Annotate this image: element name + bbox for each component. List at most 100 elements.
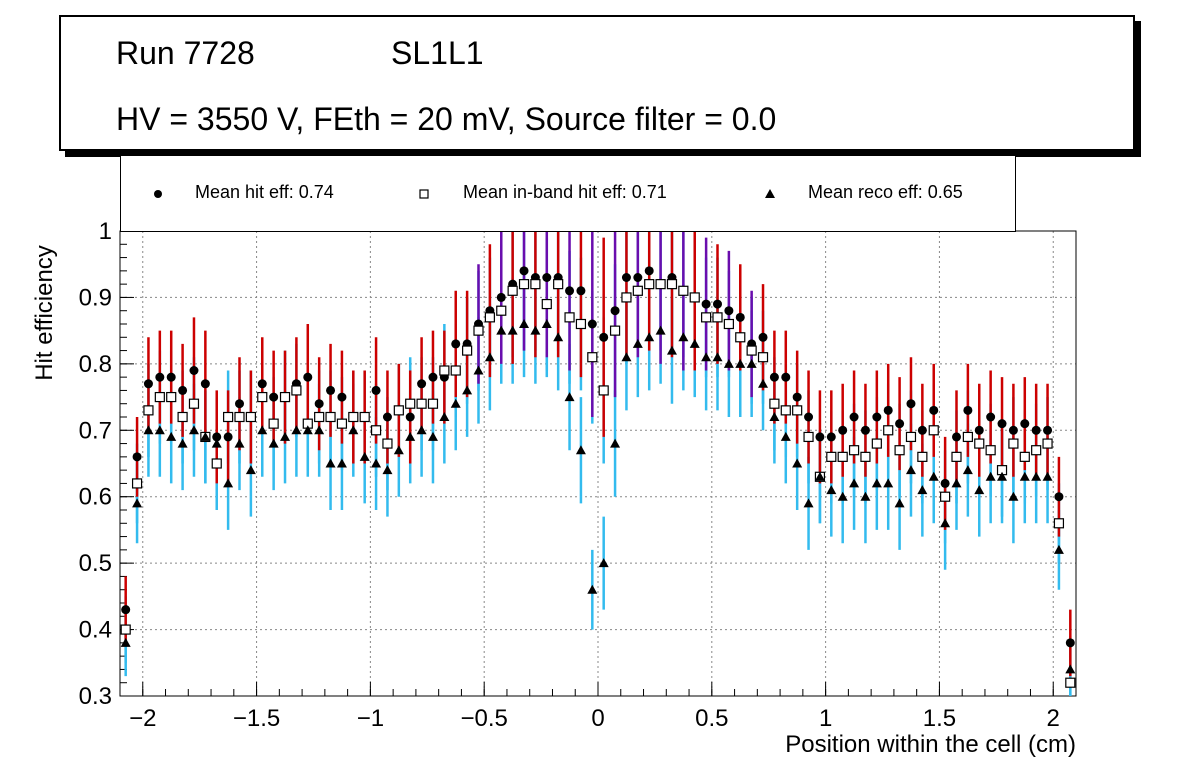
reco-eff-point (610, 438, 621, 448)
hit-eff-point (1031, 425, 1041, 435)
inband-eff-point (1019, 451, 1030, 462)
inband-eff-point (450, 365, 461, 376)
reco-eff-point (223, 478, 234, 488)
hit-eff-point (132, 452, 142, 462)
reco-eff-point (382, 465, 393, 475)
hit-eff-point (872, 412, 882, 422)
inband-eff-point (336, 418, 348, 429)
reco-eff-point (553, 332, 564, 342)
reco-eff-point (974, 485, 985, 495)
inband-eff-point (723, 318, 734, 330)
x-tick-label: −1 (357, 705, 384, 732)
hit-eff-point (826, 432, 836, 442)
y-tick-label: 1 (99, 218, 112, 245)
reco-eff-point (1008, 491, 1019, 501)
hit-eff-point (382, 412, 392, 422)
reco-eff-point (712, 352, 723, 362)
inband-eff-point (928, 425, 939, 436)
reco-eff-point (997, 471, 1008, 481)
y-tick-label: 0.9 (79, 284, 112, 311)
hit-eff-point (326, 385, 336, 395)
inband-eff-point (1008, 438, 1019, 449)
hit-eff-point (1020, 419, 1030, 429)
reco-eff-point (200, 431, 211, 441)
inband-eff-point (553, 279, 564, 290)
hit-eff-point (337, 392, 347, 402)
hit-eff-point (1054, 492, 1064, 502)
inband-eff-point (701, 312, 712, 323)
x-tick-label: 0.5 (695, 705, 728, 732)
reco-eff-point (268, 438, 279, 448)
hit-eff-point (1043, 425, 1053, 435)
reco-eff-point (598, 558, 609, 568)
reco-eff-point (644, 332, 655, 342)
reco-eff-point (883, 478, 894, 488)
hit-eff-point (804, 412, 814, 422)
reco-eff-point (1053, 544, 1064, 554)
hit-eff-point (644, 266, 654, 276)
inband-eff-point (587, 352, 598, 363)
hit-eff-point (405, 412, 415, 422)
reco-eff-point (450, 398, 461, 408)
hit-eff-point (792, 392, 802, 402)
y-tick-label: 0.6 (79, 484, 112, 511)
inband-eff-point (462, 345, 473, 356)
inband-eff-point (143, 405, 154, 416)
y-tick-label: 0.5 (79, 550, 112, 577)
reco-eff-point (769, 412, 780, 421)
hit-eff-point (417, 379, 427, 389)
inband-eff-point (962, 431, 973, 443)
reco-eff-point (564, 392, 575, 402)
x-tick-label: 2 (1047, 705, 1060, 732)
inband-eff-point (439, 365, 450, 376)
reco-eff-point (132, 498, 143, 508)
reco-eff-point (120, 637, 131, 647)
y-axis-label: Hit efficiency (31, 245, 58, 381)
inband-eff-point (405, 398, 416, 409)
inband-eff-point (564, 312, 575, 323)
reco-eff-point (188, 425, 199, 435)
inband-eff-point (484, 312, 495, 323)
reco-eff-point (484, 352, 495, 362)
hit-eff-point (155, 372, 165, 382)
reco-eff-point (575, 445, 586, 455)
legend-reco-eff: Mean reco eff: 0.65 (808, 182, 963, 202)
hit-eff-point (314, 399, 324, 409)
reco-eff-point (416, 425, 427, 435)
inband-eff-point (188, 398, 200, 409)
hit-eff-point (1065, 638, 1075, 648)
hit-eff-point (849, 412, 859, 422)
reco-eff-point (951, 478, 962, 488)
hit-eff-point (986, 412, 996, 422)
legend-hit-eff: Mean hit eff: 0.74 (195, 182, 334, 202)
reco-eff-point (348, 425, 359, 435)
inband-eff-point (974, 438, 985, 449)
inband-eff-point (940, 491, 951, 502)
legend: Mean hit eff: 0.74 Mean in-band hit eff:… (120, 156, 1016, 232)
x-tick-label: −1.5 (233, 705, 280, 732)
reco-eff-point (359, 451, 370, 461)
hit-eff-point (212, 432, 222, 442)
hit-eff-point (303, 372, 313, 382)
inband-eff-point (211, 458, 222, 469)
reco-eff-point (393, 445, 404, 455)
reco-eff-point (792, 458, 803, 468)
reco-eff-point (257, 425, 268, 435)
inband-eff-point (883, 425, 894, 436)
inband-eff-point (655, 279, 666, 290)
inband-eff-point (1042, 438, 1053, 449)
reco-eff-point (666, 345, 677, 355)
inband-eff-point (291, 385, 302, 396)
hit-eff-point (952, 432, 961, 442)
reco-eff-point (166, 431, 177, 441)
hit-eff-point (542, 273, 552, 282)
reco-eff-point (314, 425, 325, 435)
reco-eff-point (780, 431, 791, 441)
reco-eff-point (473, 365, 484, 375)
hit-eff-point (269, 392, 279, 402)
hit-eff-point (758, 332, 768, 342)
reco-eff-point (1019, 471, 1030, 481)
inband-eff-point (780, 405, 791, 416)
inband-eff-point (848, 445, 860, 456)
